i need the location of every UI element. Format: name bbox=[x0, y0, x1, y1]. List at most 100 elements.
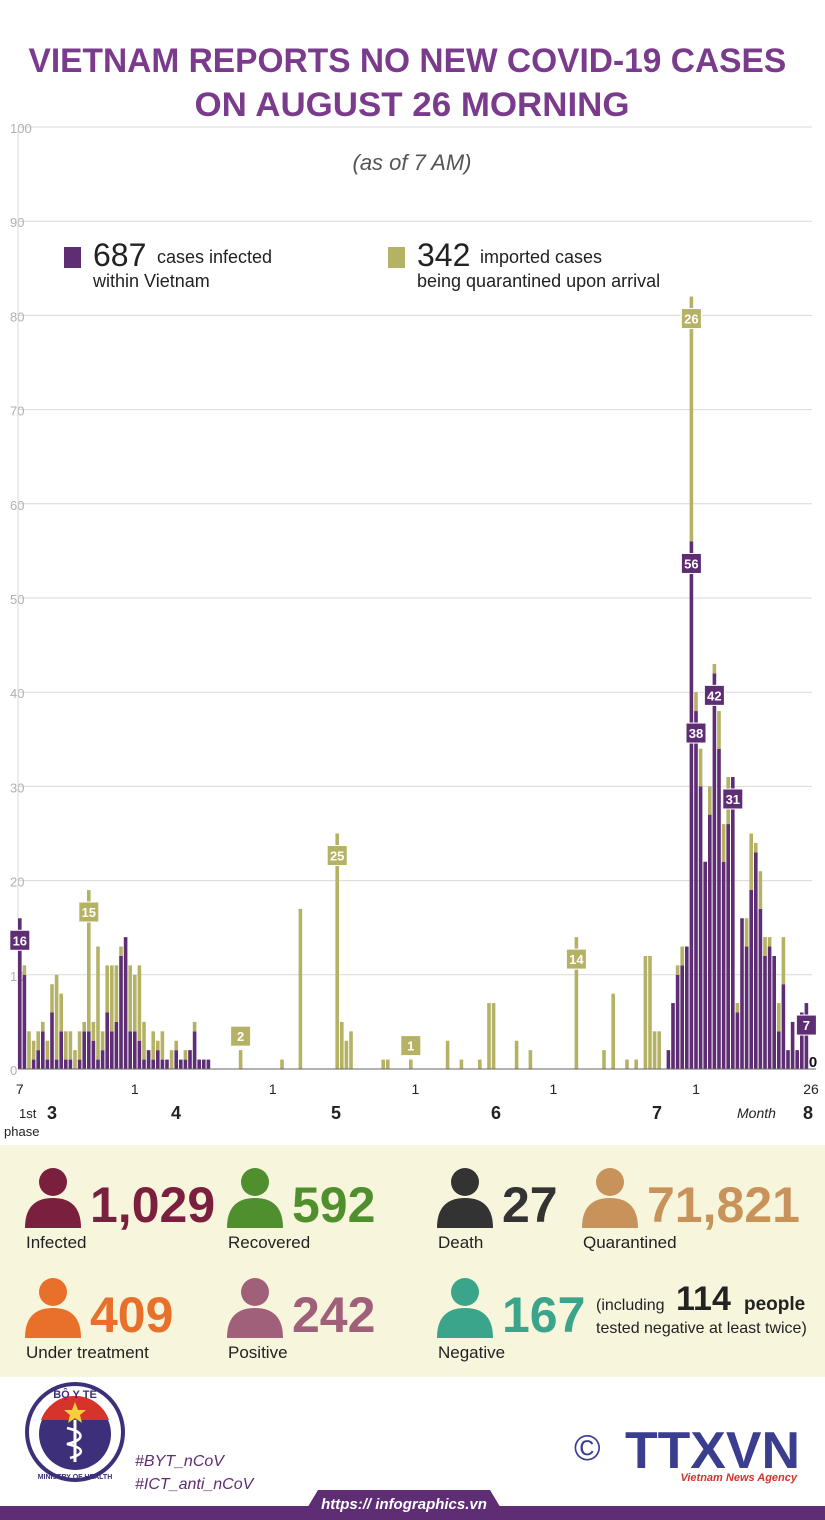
month-label: 5 bbox=[331, 1103, 341, 1123]
bar-segment bbox=[795, 1050, 799, 1069]
bar-segment bbox=[119, 955, 123, 1069]
bar-segment bbox=[409, 1059, 413, 1069]
data-label-box bbox=[400, 1035, 422, 1057]
bar-segment bbox=[671, 1003, 675, 1069]
bar-segment bbox=[31, 1059, 36, 1069]
data-label-box bbox=[795, 1014, 817, 1036]
bar-segment bbox=[50, 1012, 54, 1069]
x-tick-label: 1 bbox=[269, 1081, 277, 1097]
bar-segment bbox=[160, 1031, 165, 1060]
bar-segment bbox=[169, 1050, 174, 1069]
bar-segment bbox=[790, 1021, 795, 1069]
bar-segment bbox=[100, 1050, 105, 1069]
bar-segment bbox=[777, 1003, 781, 1032]
url: https:// infographics.vn bbox=[321, 1496, 487, 1513]
bar-segment bbox=[758, 871, 763, 909]
bar-segment bbox=[514, 1040, 519, 1069]
legend-total: 342 bbox=[417, 237, 470, 273]
phase-label: 1st phase bbox=[4, 1106, 40, 1139]
bar-segment bbox=[96, 1059, 100, 1069]
stat-value: 242 bbox=[292, 1287, 375, 1343]
bar-segment bbox=[708, 814, 712, 1069]
bar-segment bbox=[27, 1031, 31, 1069]
person-icon-body bbox=[227, 1198, 283, 1228]
bar-segment bbox=[652, 1031, 657, 1069]
chart-title-line: ON AUGUST 26 MORNING bbox=[195, 86, 630, 124]
person-icon-head bbox=[39, 1168, 67, 1196]
bar-segment bbox=[238, 1050, 243, 1069]
agency-name: Vietnam News Agency bbox=[680, 1472, 797, 1484]
stat-value: 409 bbox=[90, 1287, 173, 1343]
bar-segment bbox=[574, 937, 579, 1069]
bar-segment bbox=[386, 1059, 390, 1069]
x-tick-label: 1 bbox=[412, 1081, 420, 1097]
logo-bottom-text: MINISTRY OF HEALTH bbox=[38, 1474, 113, 1481]
data-label: 16 bbox=[13, 933, 27, 948]
stat-label: Negative bbox=[438, 1343, 505, 1362]
bar-segment bbox=[96, 946, 100, 1060]
bar-segment bbox=[648, 955, 652, 1069]
bar-segment bbox=[528, 1050, 533, 1069]
bar-segment bbox=[634, 1059, 638, 1069]
bar-segment bbox=[804, 1003, 809, 1069]
copyright: © bbox=[574, 1427, 601, 1468]
bottom-bar bbox=[0, 1506, 825, 1520]
bar-segment bbox=[280, 1059, 284, 1069]
legend-label-line: imported cases bbox=[480, 247, 607, 267]
legend-label: cases infected within Vietnam bbox=[92, 247, 277, 291]
data-label: 56 bbox=[684, 556, 698, 571]
bar-segment bbox=[721, 861, 726, 1069]
bar-segment bbox=[36, 1031, 40, 1051]
bar-segment bbox=[763, 955, 767, 1069]
bar-segment bbox=[142, 1021, 146, 1060]
bar-segment bbox=[165, 1059, 169, 1069]
bar-segment bbox=[800, 1012, 804, 1069]
stat-value: 1,029 bbox=[90, 1177, 215, 1233]
data-label: 2 bbox=[237, 1029, 244, 1044]
bar-segment bbox=[82, 1021, 86, 1032]
legend-total: 687 bbox=[93, 237, 146, 273]
bar-segment bbox=[197, 1059, 201, 1069]
person-icon-body bbox=[227, 1308, 283, 1338]
stat-label: Quarantined bbox=[583, 1233, 677, 1252]
bar-segment bbox=[666, 1050, 671, 1069]
bar-segment bbox=[749, 833, 753, 891]
bar-segment bbox=[156, 1040, 160, 1051]
bar-segment bbox=[146, 1050, 151, 1069]
bar-segment bbox=[712, 673, 717, 1069]
bar-segment bbox=[50, 984, 54, 1013]
bar-segment bbox=[82, 1031, 86, 1069]
bar-segment bbox=[491, 1003, 496, 1069]
month-label: 4 bbox=[171, 1103, 181, 1123]
phase-label-line: phase bbox=[4, 1124, 39, 1139]
bar-segment bbox=[160, 1059, 165, 1069]
x-tick-label: 7 bbox=[16, 1081, 24, 1097]
bar-segment bbox=[657, 1031, 661, 1069]
bar-segment bbox=[680, 946, 684, 966]
bar-segment bbox=[478, 1059, 482, 1069]
logo-star bbox=[64, 1402, 86, 1423]
legend-label: imported cases being quarantined upon ar… bbox=[417, 247, 660, 291]
bar-segment bbox=[142, 1059, 146, 1069]
bar-segment bbox=[754, 842, 758, 853]
bar-segment bbox=[119, 946, 123, 956]
bar-segment bbox=[726, 824, 730, 1069]
bar-segment bbox=[445, 1040, 450, 1069]
bar-segment bbox=[680, 965, 684, 1069]
bar-segment bbox=[754, 852, 758, 1069]
person-icon-head bbox=[39, 1278, 67, 1306]
bar-segment bbox=[689, 541, 694, 1069]
bar-segment bbox=[298, 908, 303, 1069]
note-number: 114 bbox=[676, 1280, 731, 1318]
person-icon-head bbox=[451, 1168, 479, 1196]
stat-label: Under treatment bbox=[26, 1343, 149, 1362]
bar-segment bbox=[183, 1059, 188, 1069]
bar-segment bbox=[703, 861, 707, 1069]
bar-segment bbox=[183, 1050, 188, 1060]
hashtag: #BYT_nCoV bbox=[135, 1453, 225, 1470]
data-label-box bbox=[703, 684, 725, 706]
data-label: 25 bbox=[330, 849, 344, 864]
